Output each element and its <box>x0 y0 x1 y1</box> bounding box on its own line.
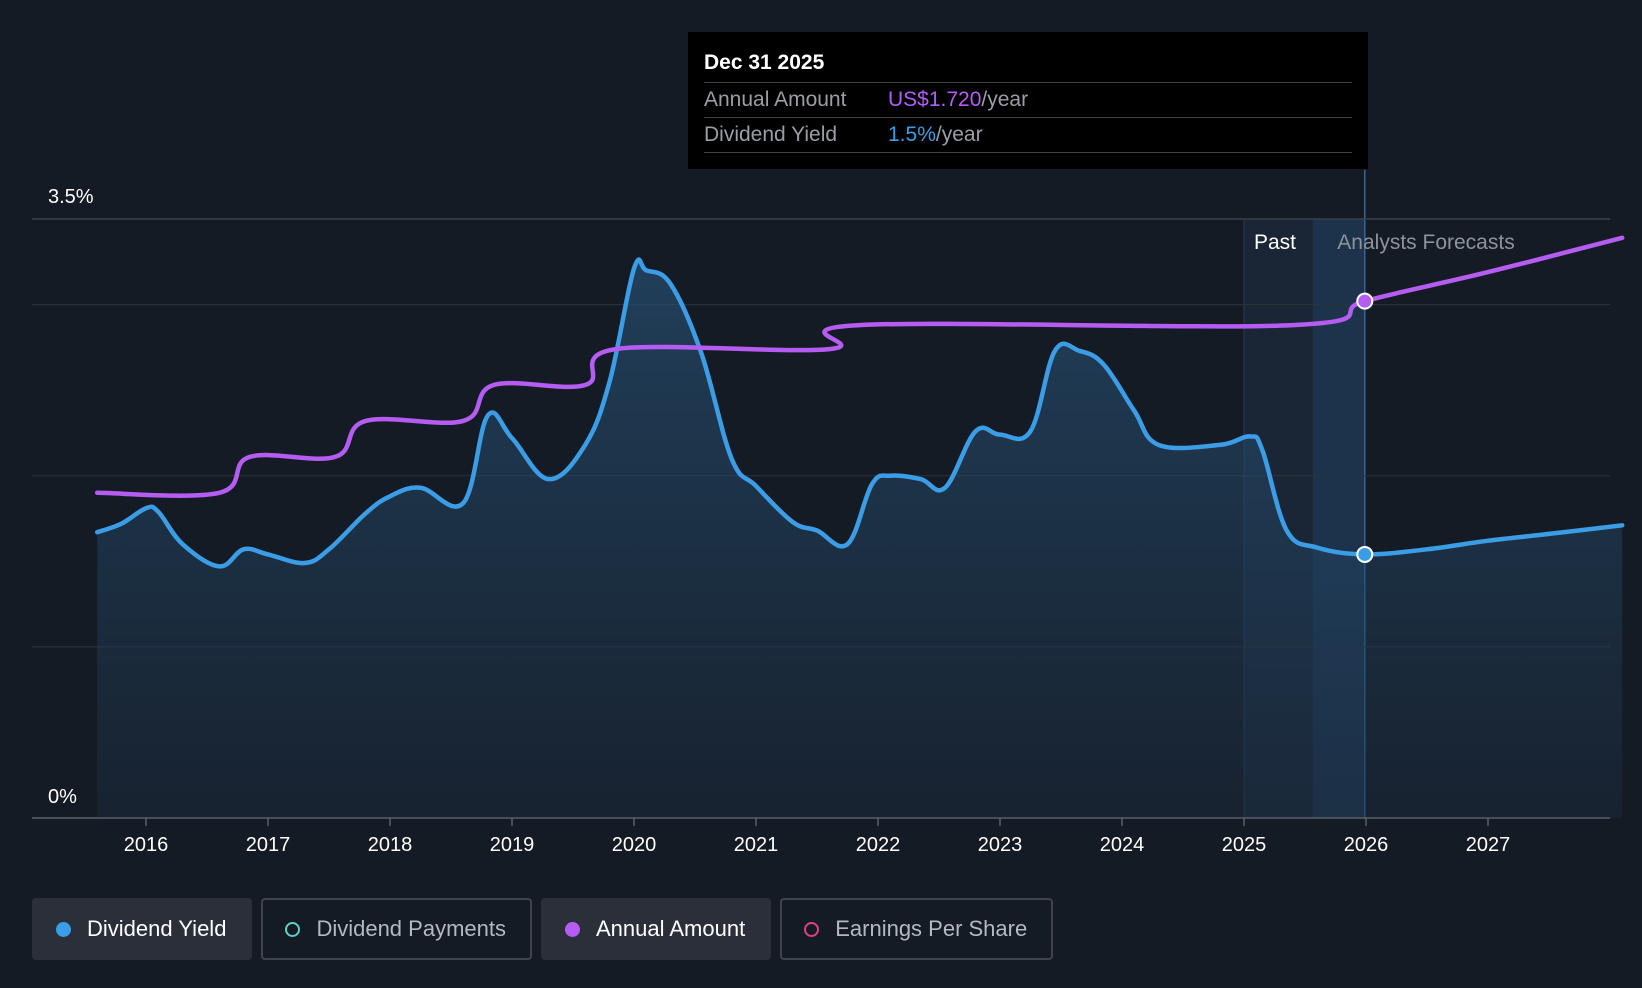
legend-label: Annual Amount <box>595 916 746 941</box>
tooltip-yield-label: Dividend Yield <box>704 123 838 146</box>
legend-label: Dividend Yield <box>87 916 227 941</box>
legend-annual-amount[interactable]: Annual Amount <box>540 898 772 960</box>
yield-area <box>97 259 1623 818</box>
x-tick-label: 2027 <box>1466 834 1511 856</box>
x-tick-label: 2021 <box>734 834 779 856</box>
tooltip-yield-value: 1.5% <box>888 123 936 146</box>
annual-amount-dot-icon <box>564 921 580 937</box>
y-tick-label: 0% <box>48 786 77 808</box>
tooltip-row-annual-amount: Annual Amount US$1.720 /year <box>704 83 1352 118</box>
tooltip-annual-value: US$1.720 <box>888 88 982 111</box>
x-tick-label: 2016 <box>124 834 169 856</box>
y-axis: 3.5% 0% <box>48 186 94 808</box>
series-line-1 <box>94 235 1625 498</box>
series-area-0 <box>97 259 1623 818</box>
tooltip-date: Dec 31 2025 <box>704 48 1352 83</box>
x-tick-label: 2026 <box>1344 834 1389 856</box>
dividend-yield-dot-icon <box>56 921 71 937</box>
tooltip-annual-label: Annual Amount <box>704 88 847 111</box>
series-lines <box>94 235 1625 569</box>
legend: Dividend Yield Dividend Payments Annual … <box>32 898 1054 960</box>
x-tick-label: 2020 <box>612 834 657 856</box>
highlight-point-0 <box>1356 545 1374 563</box>
tooltip-yield-unit: /year <box>935 123 983 146</box>
legend-dividend-payments[interactable]: Dividend Payments <box>261 898 532 960</box>
x-tick-label: 2022 <box>856 834 901 856</box>
earnings-per-share-ring-icon <box>804 921 820 937</box>
x-tick-label: 2024 <box>1100 834 1145 856</box>
tooltip-row-dividend-yield: Dividend Yield 1.5% /year <box>704 118 1352 153</box>
x-tick-label: 2025 <box>1222 834 1267 856</box>
legend-dividend-yield[interactable]: Dividend Yield <box>32 898 253 960</box>
y-tick-label: 3.5% <box>48 186 94 208</box>
x-axis: 2016 2017 2018 2019 2020 2021 2022 2023 2024 2025… <box>32 817 1610 856</box>
highlight-markers <box>1356 292 1374 563</box>
legend-label: Dividend Payments <box>316 916 506 941</box>
legend-earnings-per-share[interactable]: Earnings Per Share <box>780 898 1054 960</box>
legend-label: Earnings Per Share <box>835 916 1028 941</box>
past-label: Past <box>1254 231 1296 254</box>
x-tick-label: 2018 <box>368 834 413 856</box>
tooltip: Dec 31 2025 Annual Amount US$1.720 /year… <box>688 32 1368 169</box>
tooltip-annual-unit: /year <box>981 88 1029 111</box>
x-tick-label: 2023 <box>978 834 1023 856</box>
highlight-point-1 <box>1356 292 1374 310</box>
x-tick-label: 2019 <box>490 834 535 856</box>
analysts-forecasts-label: Analysts Forecasts <box>1337 231 1514 254</box>
dividend-payments-ring-icon <box>285 921 301 937</box>
series-line-0 <box>94 257 1625 569</box>
x-tick-label: 2017 <box>246 834 291 856</box>
